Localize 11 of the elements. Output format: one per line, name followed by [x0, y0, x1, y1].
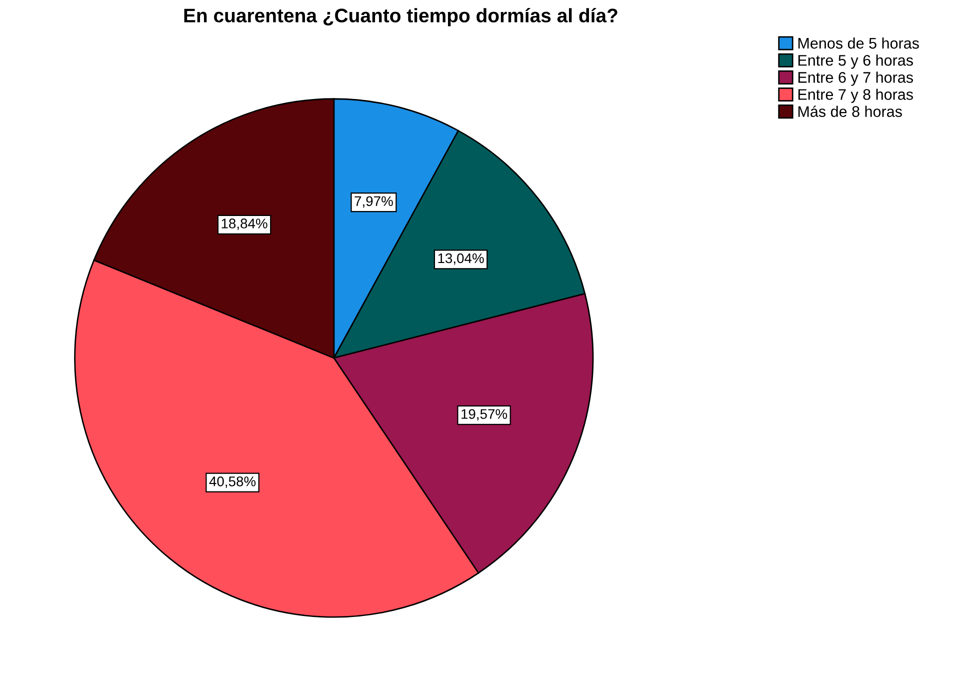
data-label: 13,04%: [438, 253, 484, 265]
data-label: 7,97%: [354, 196, 393, 208]
chart-title: En cuarentena ¿Cuanto tiempo dormías al día?: [184, 8, 618, 26]
legend-label: Entre 5 y 6 horas: [798, 54, 913, 69]
legend-label: Menos de 5 horas: [798, 37, 919, 49]
data-label: 40,58%: [209, 476, 256, 488]
legend-label: Más de 8 horas: [798, 106, 902, 117]
legend-label: Entre 7 y 8 horas: [798, 88, 913, 103]
legend-label: Entre 6 y 7 horas: [798, 72, 913, 86]
data-label: 19,57%: [462, 409, 508, 421]
data-label: 18,84%: [222, 218, 268, 230]
